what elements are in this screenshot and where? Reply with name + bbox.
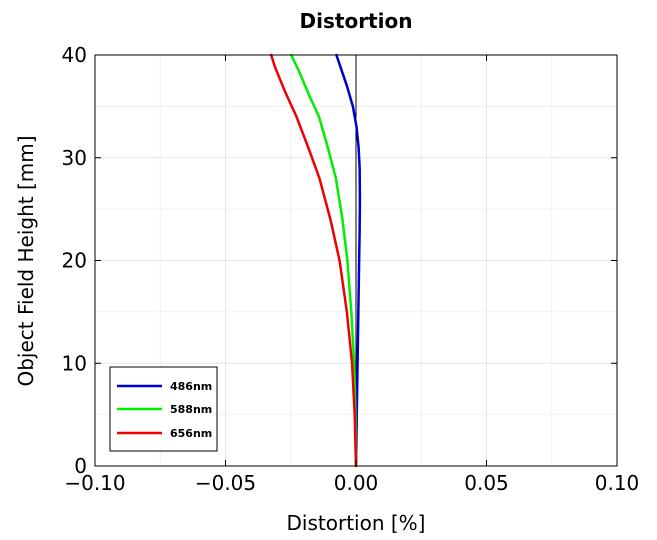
y-tick-label: 20 (62, 249, 87, 273)
y-tick-label: 40 (62, 43, 87, 67)
y-tick-label: 30 (62, 146, 87, 170)
y-axis-label: Object Field Height [mm] (14, 135, 38, 386)
series-line-656nm (269, 53, 358, 468)
series-line-588nm (290, 53, 358, 468)
y-tick-label: 0 (74, 454, 87, 478)
x-tick-label: 0.00 (334, 471, 379, 495)
x-tick-label: 0.10 (595, 471, 640, 495)
x-tick-label: −0.10 (64, 471, 125, 495)
series-line-486nm (335, 53, 362, 468)
ticks: −0.10 −0.05 0.00 0.05 0.10 0 10 20 30 40 (62, 43, 640, 495)
legend: 486nm 588nm 656nm (109, 366, 218, 452)
legend-label-486nm: 486nm (170, 380, 212, 393)
x-axis-label: Distortion [%] (287, 511, 426, 535)
x-tick-label: 0.05 (464, 471, 509, 495)
series-layer (269, 53, 362, 468)
legend-label-588nm: 588nm (170, 403, 212, 416)
y-tick-label: 10 (62, 351, 87, 375)
x-tick-label: −0.05 (195, 471, 256, 495)
legend-label-656nm: 656nm (170, 427, 212, 440)
chart-title: Distortion (300, 9, 413, 33)
